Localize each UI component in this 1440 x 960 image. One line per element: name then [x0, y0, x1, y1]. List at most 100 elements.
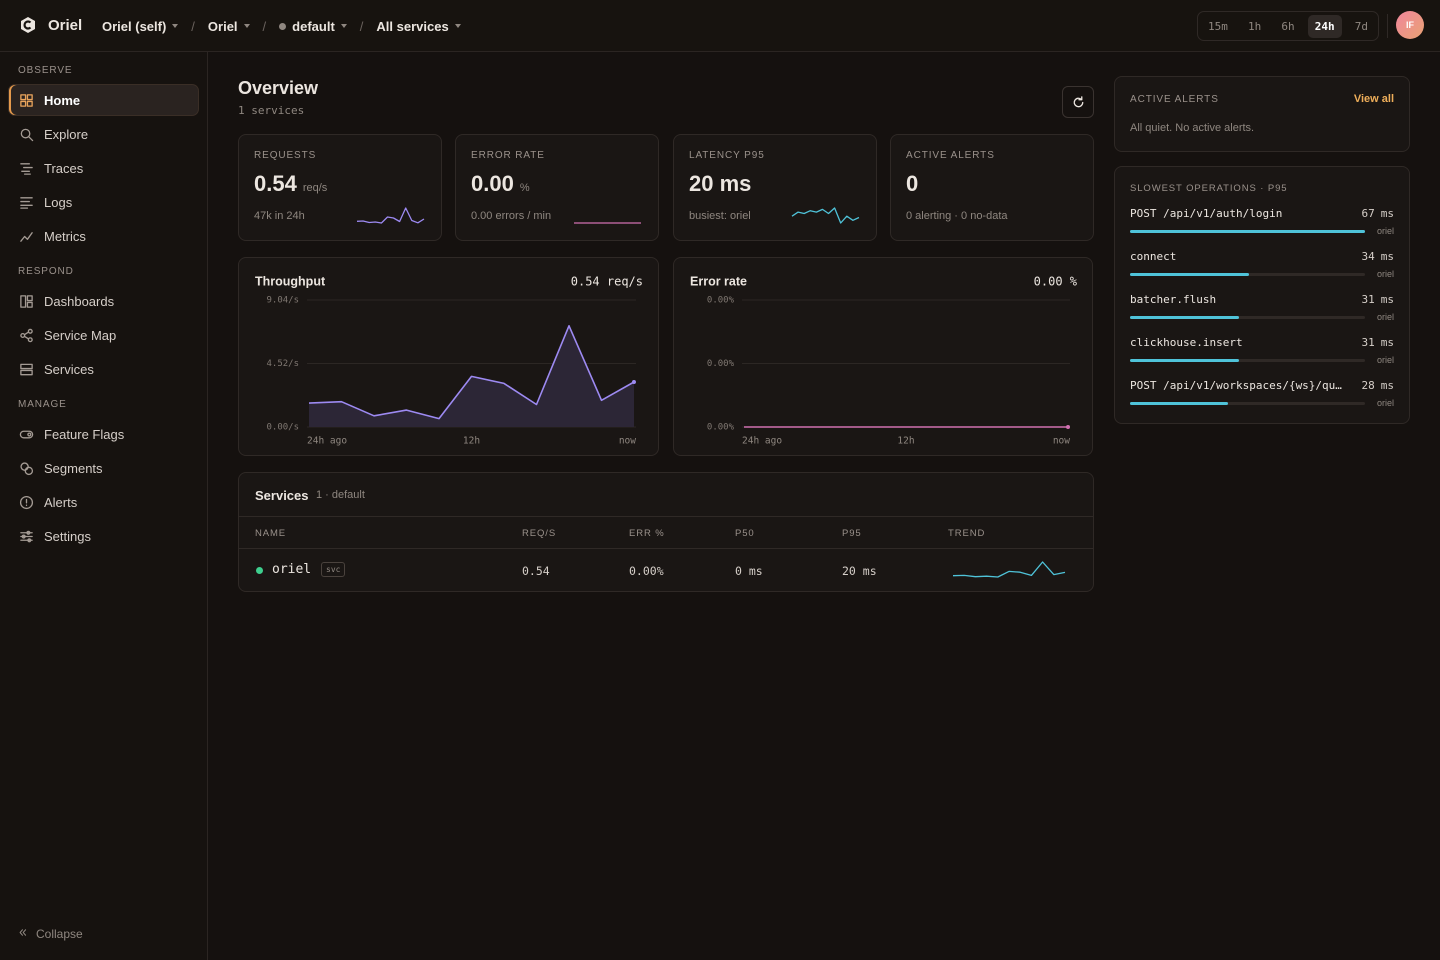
icon — [20, 363, 33, 376]
time-range-button[interactable]: 7d — [1354, 19, 1368, 33]
operation-name: clickhouse.insert — [1130, 336, 1243, 349]
logo — [21, 17, 35, 33]
y-tick-label: 0.00% — [707, 423, 735, 433]
operation-name: POST /api/v1/auth/login — [1130, 207, 1283, 220]
operation-number: 28 — [1361, 379, 1375, 392]
icon — [20, 462, 34, 476]
stat-value-row: 0.00% — [471, 171, 530, 197]
stat-value-row: 0 — [906, 171, 918, 197]
sparkline — [574, 222, 641, 224]
operation-value: 31 ms — [1362, 293, 1395, 306]
avatar[interactable]: IF — [1396, 11, 1424, 39]
nav-label: Feature Flags — [44, 427, 125, 442]
nav-label: Dashboards — [44, 294, 115, 309]
icon — [19, 430, 34, 439]
view-all-link[interactable]: View all — [1353, 93, 1394, 105]
icon-shape — [20, 295, 33, 308]
nav-item[interactable]: Service Map — [9, 320, 198, 350]
nav-item[interactable]: Settings — [9, 521, 198, 551]
chart-current: 0.00 % — [1034, 275, 1078, 289]
breadcrumb-separator: / — [262, 18, 267, 34]
nav-item[interactable]: Alerts — [9, 487, 198, 517]
column-header: ERR % — [629, 528, 665, 539]
breadcrumb-label: Oriel — [207, 18, 238, 34]
stat-card: REQUESTS 0.54 req/s 47k in 24h — [238, 134, 442, 241]
nav-label: Alerts — [44, 495, 78, 510]
nav-item[interactable]: Traces — [9, 153, 198, 183]
refresh-button[interactable] — [1062, 86, 1094, 118]
column-header: REQ/S — [522, 528, 557, 539]
alerts-card: ACTIVE ALERTS View all All quiet. No activ… — [1114, 76, 1410, 152]
stat-value-row: 20 ms — [689, 171, 751, 197]
nav-section-title: OBSERVE — [18, 65, 73, 76]
collapse-label: Collapse — [36, 927, 83, 941]
breadcrumb-label: Oriel (self) — [102, 18, 167, 34]
stat-label: REQUESTS — [254, 150, 317, 161]
nav-item[interactable]: Feature Flags — [9, 419, 198, 449]
table-cell: 20 ms — [842, 564, 877, 578]
divider — [239, 548, 1093, 549]
icon — [1073, 96, 1084, 108]
stat-value: 0.00 — [471, 171, 514, 196]
operation-value: 28 ms — [1362, 379, 1395, 392]
time-range-button[interactable]: 1h — [1248, 19, 1262, 33]
bar-track — [1130, 316, 1365, 319]
sparkline-line — [791, 207, 860, 224]
y-tick-label: 4.52/s — [266, 359, 299, 369]
nav-item[interactable]: Segments — [9, 453, 198, 483]
icon-shape — [20, 232, 33, 242]
chart-title: Throughput — [255, 274, 326, 288]
icon-shape — [20, 128, 34, 142]
stat-value: 0 — [906, 171, 919, 196]
nav-item[interactable]: Home — [9, 85, 198, 115]
icon — [20, 232, 33, 242]
operation-number: 31 — [1361, 293, 1375, 306]
stat-unit: req/s — [302, 182, 328, 194]
nav-item[interactable]: Explore — [9, 119, 198, 149]
breadcrumb[interactable]: Oriel (self) — [102, 18, 179, 34]
sparkline — [791, 207, 860, 224]
nav-item[interactable]: Dashboards — [9, 286, 198, 316]
divider — [239, 516, 1093, 517]
operation-unit: ms — [1380, 336, 1394, 349]
column-header: P95 — [842, 528, 862, 539]
time-range-button[interactable]: 6h — [1281, 19, 1295, 33]
chart-card: Throughput 0.54 req/s 9.04/s 4.52/s 0.00/s 24… — [238, 257, 659, 456]
breadcrumb[interactable]: All services — [376, 19, 461, 34]
logo-mark — [23, 20, 32, 30]
icon-shape — [20, 94, 33, 107]
table-row[interactable]: oriel svc 0.54 0.00% 0 ms 20 ms — [239, 549, 1093, 591]
area — [309, 325, 634, 427]
chart: Error rate 0.00 % 0.00% 0.00% 0.00% 24h ago 12… — [690, 274, 1078, 447]
x-tick-label: 12h — [897, 436, 914, 447]
service-name: oriel — [272, 562, 312, 577]
stat-value: 20 ms — [689, 171, 752, 196]
time-range-button[interactable]: 24h — [1307, 14, 1342, 38]
sidebar: OBSERVE Home Explore Traces Logs Metrics RESPO… — [0, 52, 208, 960]
operation-value: 34 ms — [1362, 250, 1395, 263]
bar — [1130, 402, 1229, 405]
icon-shape — [20, 163, 33, 175]
breadcrumb-separator: / — [359, 18, 364, 34]
x-tick-label: 12h — [463, 436, 480, 447]
nav-item[interactable]: Metrics — [9, 221, 198, 251]
nav-item[interactable]: Services — [9, 354, 198, 384]
stat-label: LATENCY P95 — [689, 150, 765, 161]
stat-value: 0.54 — [254, 171, 297, 196]
collapse-button[interactable]: Collapse — [17, 925, 137, 943]
y-tick-label: 0.00/s — [266, 423, 299, 433]
chart: Throughput 0.54 req/s 9.04/s 4.52/s 0.00/s 24… — [255, 274, 643, 447]
column-header: TREND — [948, 528, 986, 539]
icon-shape — [20, 197, 33, 209]
breadcrumb[interactable]: Oriel — [208, 19, 250, 34]
nav-item[interactable]: Logs — [9, 187, 198, 217]
icon-shape — [1073, 96, 1084, 108]
operation-number: 34 — [1361, 250, 1375, 263]
breadcrumb[interactable]: default — [279, 19, 347, 34]
breadcrumb-label: default — [292, 18, 335, 34]
nav-label: Settings — [44, 529, 91, 544]
icon-shape — [20, 328, 33, 343]
time-range-button[interactable]: 15m — [1208, 19, 1228, 33]
caret-shape — [172, 24, 179, 28]
